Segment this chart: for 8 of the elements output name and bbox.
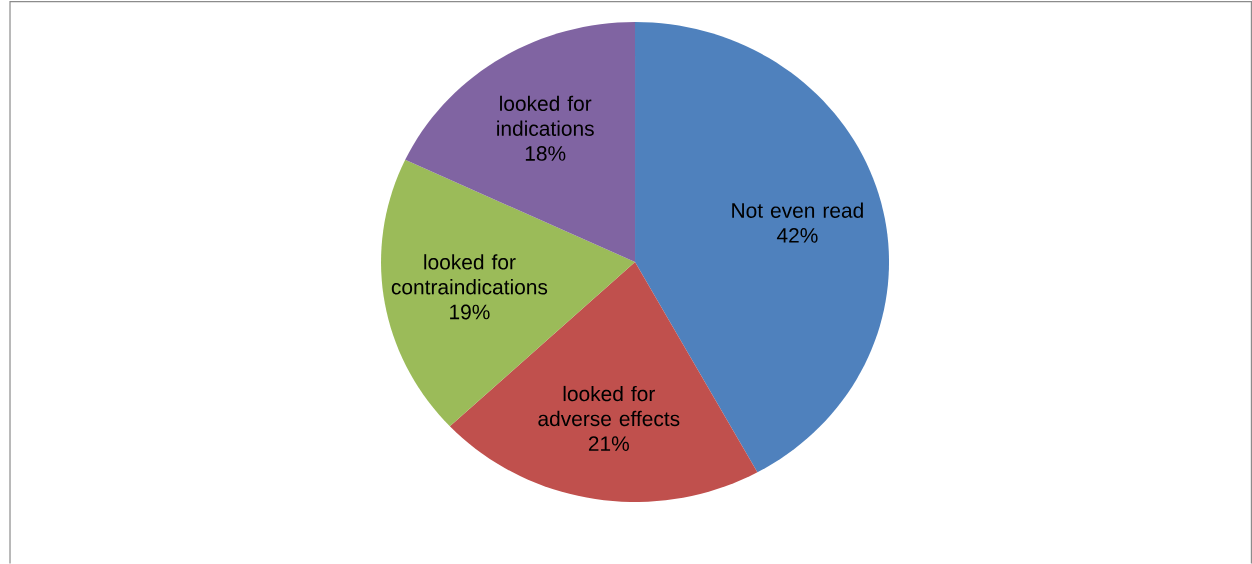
- data-label: 19%: [450, 304, 490, 320]
- data-label: 18%: [525, 146, 566, 161]
- slice-label: looked for contraindications: [391, 254, 548, 295]
- slice-label: looked for adverse effects: [538, 385, 680, 427]
- data-label: 42%: [776, 227, 818, 243]
- slice-label: looked for indications: [497, 95, 594, 136]
- slice-label: Not even read: [732, 202, 863, 218]
- data-label: 21%: [588, 436, 629, 451]
